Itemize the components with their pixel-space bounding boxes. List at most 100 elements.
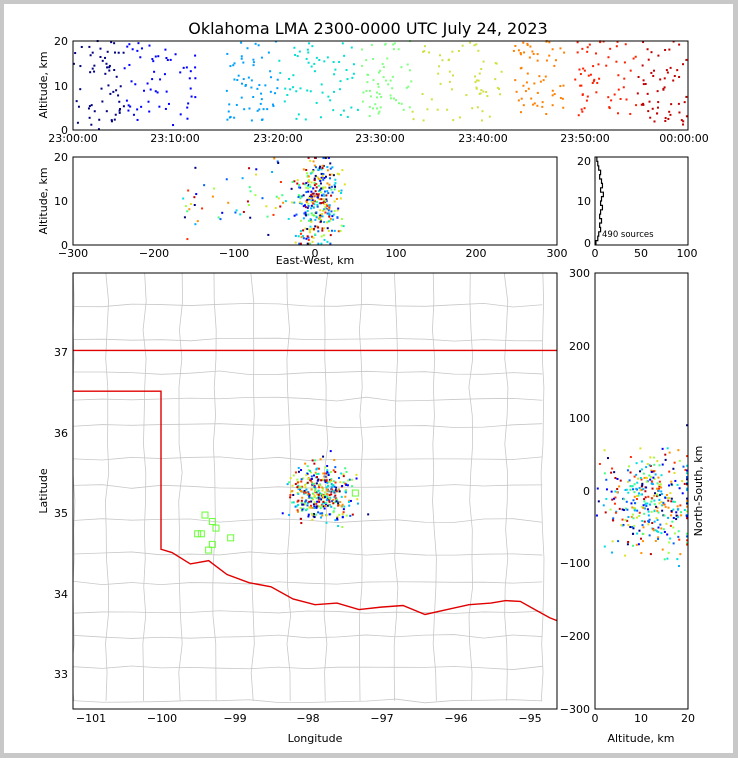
northsouth-altitude-source (621, 518, 624, 521)
altitude-eastwest-source (299, 229, 302, 232)
altitude-time-source (648, 100, 651, 103)
altitude-time-source (386, 57, 389, 60)
altitude-time-source (529, 45, 532, 48)
plan-view-source (345, 488, 348, 491)
altitude-eastwest-source (326, 166, 329, 169)
plan-view-source (321, 494, 324, 497)
altitude-time-source (299, 87, 302, 90)
plan-view-source (335, 490, 338, 493)
plan-view-source (344, 467, 347, 470)
county-line (73, 396, 543, 402)
altitude-time-source (594, 52, 597, 55)
plan-view-source (334, 466, 337, 469)
altitude-time-source (243, 108, 246, 111)
northsouth-altitude-source (632, 527, 635, 530)
altitude-time-source (593, 78, 596, 81)
altitude-time-source (274, 92, 277, 95)
altitude-eastwest-source (307, 238, 310, 241)
altitude-eastwest-source (186, 238, 189, 241)
northsouth-altitude-source (666, 557, 669, 560)
altitude-eastwest-source (310, 227, 313, 230)
northsouth-xtick: 10 (634, 712, 648, 725)
altitude-eastwest-source (327, 220, 330, 223)
northsouth-altitude-source (631, 506, 634, 509)
northsouth-altitude-source (645, 476, 648, 479)
northsouth-altitude-source (630, 515, 633, 518)
plan-view-source (315, 476, 318, 479)
altitude-time-source (536, 91, 539, 94)
northsouth-altitude-source (640, 488, 643, 491)
altitude-eastwest-source (314, 156, 317, 159)
northsouth-altitude-source (657, 489, 660, 492)
altitude-eastwest-source (302, 217, 305, 220)
altitude-time-source (151, 58, 154, 61)
altitude-time-source (295, 117, 298, 120)
county-line (73, 518, 543, 523)
plan-view-source (294, 471, 297, 474)
altitude-time-source (362, 91, 365, 94)
altitude-eastwest-source (265, 205, 268, 208)
plan-view-source (333, 458, 336, 461)
northsouth-altitude-source (638, 511, 641, 514)
altitude-time-source (526, 72, 529, 75)
northsouth-altitude-source (665, 522, 668, 525)
altitude-time-source (642, 103, 645, 106)
altitude-time-source (636, 92, 639, 95)
altitude-time-source (441, 59, 444, 62)
altitude-time-source (430, 98, 433, 101)
altitude-eastwest-source (297, 195, 300, 198)
northsouth-altitude-source (686, 515, 689, 518)
northsouth-altitude-source (668, 451, 671, 454)
altitude-eastwest-panel: Altitude, km East-West, km 0 10 20 −300 … (37, 151, 568, 267)
northsouth-altitude-source (667, 551, 670, 554)
altitude-eastwest-source (319, 178, 322, 181)
plan-view-sources (281, 450, 370, 529)
plan-view-source (322, 455, 325, 458)
plan-view-source (333, 507, 336, 510)
plan-view-source (302, 503, 305, 506)
northsouth-ytick: 100 (569, 412, 590, 425)
altitude-time-source (653, 69, 656, 72)
altitude-eastwest-source (309, 242, 312, 245)
altitude-time-source (615, 45, 618, 48)
altitude-time-source (410, 80, 413, 83)
northsouth-altitude-source (686, 505, 689, 508)
altitude-time-source (194, 96, 197, 99)
plan-view-source (304, 502, 307, 505)
northsouth-altitude-source (641, 482, 644, 485)
altitude-eastwest-source (328, 214, 331, 217)
altitude-eastwest-source (330, 188, 333, 191)
plan-view-source (309, 504, 312, 507)
northsouth-altitude-source (603, 449, 606, 452)
altitude-time-source (233, 116, 236, 119)
northsouth-altitude-frame (594, 272, 689, 710)
plan-view-source (351, 478, 354, 481)
altitude-time-source (514, 79, 517, 82)
altitude-time-source (525, 81, 528, 84)
altitude-eastwest-source (317, 177, 320, 180)
northsouth-altitude-source (636, 495, 639, 498)
altitude-time-source (576, 41, 579, 44)
altitude-eastwest-source (312, 206, 315, 209)
altitude-eastwest-source (261, 197, 264, 200)
northsouth-altitude-source (611, 498, 614, 501)
altitude-eastwest-source (305, 237, 308, 240)
northsouth-altitude-source (630, 502, 633, 505)
altitude-time-source (226, 52, 229, 55)
altitude-eastwest-source (330, 194, 333, 197)
altitude-eastwest-source (323, 238, 326, 241)
altitude-time-source (369, 95, 372, 98)
northsouth-altitude-source (670, 500, 673, 503)
altitude-time-source (436, 108, 439, 111)
northsouth-altitude-source (665, 493, 668, 496)
altitude-time-source (106, 66, 109, 69)
plan-view-source (327, 485, 330, 488)
altitude-time-source (562, 84, 565, 87)
altitude-eastwest-source (287, 217, 290, 220)
altitude-time-source (252, 64, 255, 67)
plan-view-source (325, 480, 328, 483)
altitude-eastwest-source (325, 203, 328, 206)
northsouth-altitude-source (602, 504, 605, 507)
plan-view-source (318, 497, 321, 500)
altitude-time-source (278, 59, 281, 62)
